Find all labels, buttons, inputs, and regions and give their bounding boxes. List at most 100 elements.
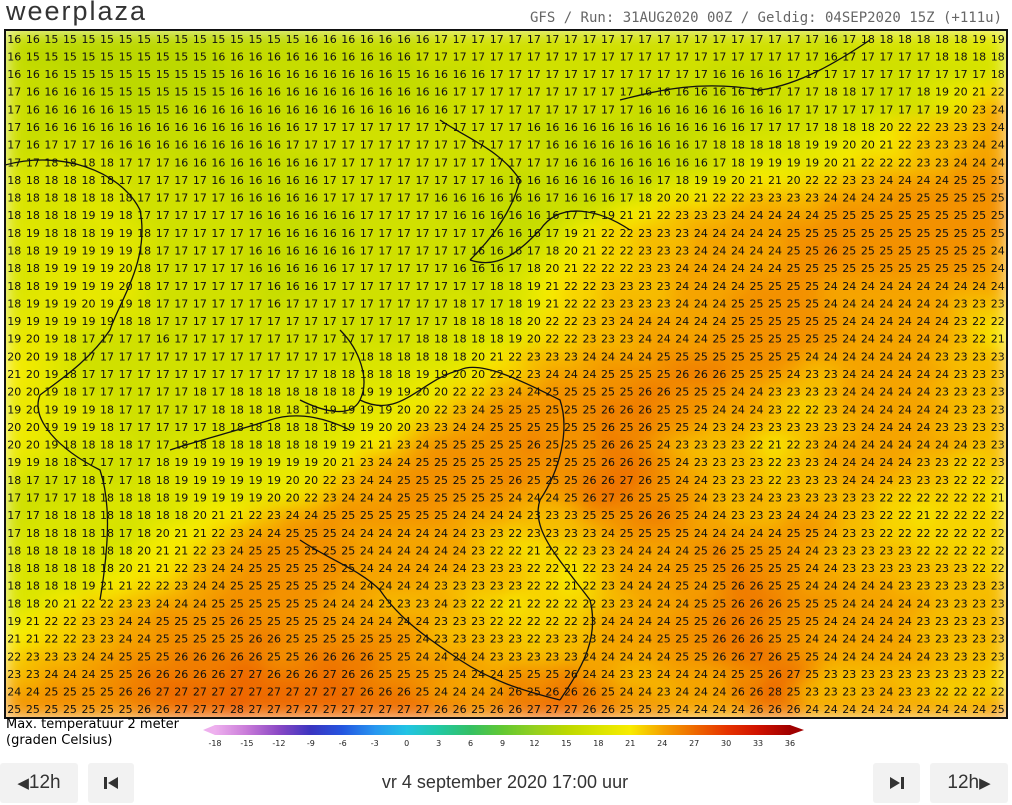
temperature-value: 16: [286, 50, 300, 63]
temperature-value: 27: [341, 703, 355, 716]
temperature-value: 25: [545, 421, 559, 434]
temperature-value: 16: [564, 156, 578, 169]
temperature-value: 16: [750, 103, 764, 116]
temperature-value: 24: [954, 703, 968, 716]
temperature-value: 16: [230, 86, 244, 99]
temperature-value: 19: [100, 315, 114, 328]
colorbar-tick-label: 18: [593, 739, 603, 748]
temperature-cell: [430, 30, 452, 49]
temperature-cell: [876, 99, 897, 120]
temperature-value: 22: [991, 527, 1005, 540]
temperature-value: 20: [453, 368, 467, 381]
temperature-value: 24: [824, 562, 838, 575]
temperature-cell: [727, 30, 749, 49]
temperature-value: 18: [527, 262, 541, 275]
temperature-value: 16: [638, 86, 652, 99]
temperature-value: 25: [787, 527, 801, 540]
temperature-value: 24: [416, 562, 430, 575]
next-label[interactable]: 12h: [947, 772, 980, 793]
temperature-value: 15: [174, 86, 188, 99]
temperature-value: 27: [249, 686, 263, 699]
temperature-value: 24: [917, 597, 931, 610]
last-button[interactable]: [873, 763, 920, 803]
temperature-value: 24: [824, 580, 838, 593]
temperature-value: 25: [545, 668, 559, 681]
temperature-value: 25: [156, 650, 170, 663]
temperature-value: 22: [471, 597, 485, 610]
temperature-value: 24: [657, 650, 671, 663]
temperature-value: 25: [750, 562, 764, 575]
temperature-value: 25: [323, 544, 337, 557]
temperature-value: 19: [82, 580, 96, 593]
temperature-cell: [931, 99, 953, 120]
temperature-value: 20: [137, 544, 151, 557]
temperature-cell: [709, 30, 730, 49]
temperature-cell: [78, 30, 99, 49]
temperature-value: 17: [545, 86, 559, 99]
temperature-value: 24: [805, 209, 819, 222]
temperature-value: 25: [249, 615, 263, 628]
temperature-value: 17: [323, 139, 337, 152]
temperature-value: 18: [26, 174, 40, 187]
prev-label[interactable]: 12h: [28, 772, 61, 793]
temperature-value: 24: [750, 262, 764, 275]
temperature-value: 16: [527, 209, 541, 222]
colorbar-segment: [214, 725, 248, 735]
temperature-value: 25: [119, 650, 133, 663]
temperature-value: 23: [508, 562, 522, 575]
temperature-value: 24: [898, 456, 912, 469]
temperature-value: 25: [286, 580, 300, 593]
temperature-cell: [931, 30, 953, 49]
temperature-value: 22: [545, 615, 559, 628]
temperature-value: 20: [787, 174, 801, 187]
temperature-cell: [22, 81, 44, 102]
colorbar-segment: [246, 725, 280, 735]
temperature-value: 17: [898, 68, 912, 81]
temperature-value: 22: [527, 597, 541, 610]
temperature-value: 25: [805, 527, 819, 540]
temperature-value: 23: [787, 421, 801, 434]
temperature-cell: [709, 99, 730, 120]
temperature-value: 17: [249, 368, 263, 381]
temperature-value: 22: [174, 562, 188, 575]
temperature-value: 23: [601, 562, 615, 575]
temperature-value: 16: [638, 103, 652, 116]
temperature-value: 25: [360, 633, 374, 646]
temperature-value: 25: [750, 315, 764, 328]
temperature-value: 25: [471, 439, 485, 452]
logo[interactable]: weerplaza: [6, 0, 148, 26]
temperature-value: 23: [972, 368, 986, 381]
temperature-cell: [263, 81, 285, 102]
temperature-value: 17: [156, 386, 170, 399]
temperature-value: 17: [230, 333, 244, 346]
temperature-value: 17: [620, 33, 634, 46]
temperature-cell: [338, 117, 359, 137]
temperature-value: 20: [119, 262, 133, 275]
temperature-value: 25: [675, 350, 689, 363]
first-button[interactable]: [88, 763, 134, 803]
temperature-value: 25: [286, 597, 300, 610]
temperature-value: 16: [193, 103, 207, 116]
temperature-value: 25: [861, 227, 875, 240]
temperature-value: 18: [731, 139, 745, 152]
temperature-value: 17: [341, 280, 355, 293]
temperature-value: 24: [416, 580, 430, 593]
temperature-value: 19: [7, 333, 21, 346]
temperature-value: 17: [471, 121, 485, 134]
temperature-value: 24: [694, 227, 708, 240]
temperature-cell: [987, 99, 1007, 120]
temperature-value: 26: [768, 650, 782, 663]
temperature-value: 15: [137, 33, 151, 46]
next-button[interactable]: 12h ▶: [930, 763, 1008, 803]
temperature-value: 23: [768, 192, 782, 205]
temperature-value: 19: [7, 456, 21, 469]
temperature-value: 19: [323, 439, 337, 452]
temperature-value: 25: [991, 703, 1005, 716]
temperature-cell: [634, 30, 656, 49]
temperature-cell: [894, 30, 916, 49]
prev-button[interactable]: ◀ 12h: [0, 763, 78, 803]
temperature-value: 20: [26, 421, 40, 434]
temperature-value: 18: [508, 315, 522, 328]
temperature-value: 25: [286, 633, 300, 646]
temperature-value: 24: [675, 474, 689, 487]
